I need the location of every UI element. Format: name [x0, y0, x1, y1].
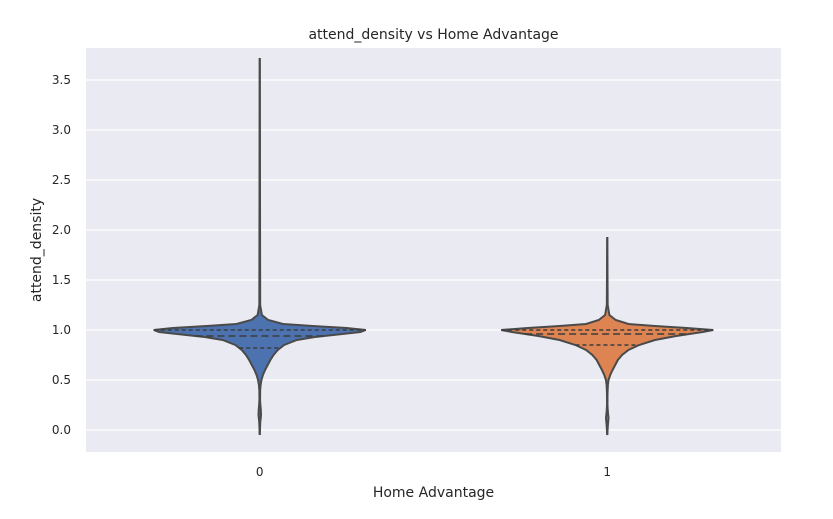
x-tick-label: 0 [256, 465, 264, 479]
y-tick-label: 0.5 [52, 373, 71, 387]
tick-labels: 0.0 0.5 1.0 1.5 2.0 2.5 3.0 3.5 0 1 [52, 73, 611, 479]
y-tick-label: 1.5 [52, 273, 71, 287]
y-tick-label: 1.0 [52, 323, 71, 337]
y-tick-label: 0.0 [52, 423, 71, 437]
violin-0 [153, 57, 367, 436]
chart-title: attend_density vs Home Advantage [308, 27, 558, 43]
y-tick-label: 2.5 [52, 173, 71, 187]
plot-area [86, 48, 781, 452]
y-tick-label: 3.5 [52, 73, 71, 87]
y-tick-label: 3.0 [52, 123, 71, 137]
violin-body [501, 236, 714, 436]
x-tick-label: 1 [603, 465, 611, 479]
violins [153, 57, 714, 436]
violin-1 [501, 236, 714, 436]
x-axis-label: Home Advantage [373, 485, 494, 501]
violin-body [153, 57, 367, 436]
y-tick-label: 2.0 [52, 223, 71, 237]
y-axis-label: attend_density [29, 198, 45, 302]
